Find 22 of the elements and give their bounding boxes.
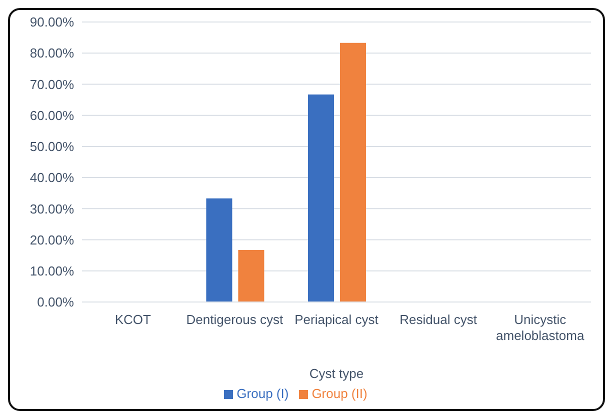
x-tick-label: KCOT [114,312,152,327]
y-tick-label: 20.00% [30,232,74,248]
y-tick-label: 70.00% [30,76,74,92]
bar [340,42,366,302]
y-tick-label: 0.00% [37,294,74,310]
x-tick-label: Dentigerous cyst [186,312,284,327]
bar [238,250,264,302]
legend-label: Group (I) [236,386,289,401]
y-tick-label: 90.00% [30,14,74,30]
legend-label: Group (II) [312,386,368,401]
x-tick-label: Periapical cyst [294,312,379,327]
x-axis-title: Cyst type [309,366,364,381]
x-tick-label: Residual cyst [400,312,478,327]
y-tick-label: 50.00% [30,139,74,154]
y-tick-label: 10.00% [30,264,74,279]
x-tick-label: Unicystic ameloblastoma [496,312,585,343]
bar [308,94,334,302]
bar [206,198,232,302]
y-tick-label: 80.00% [30,46,74,61]
y-tick-label: 40.00% [30,170,74,186]
y-tick-label: 30.00% [30,201,74,216]
y-tick-label: 60.00% [30,108,74,123]
